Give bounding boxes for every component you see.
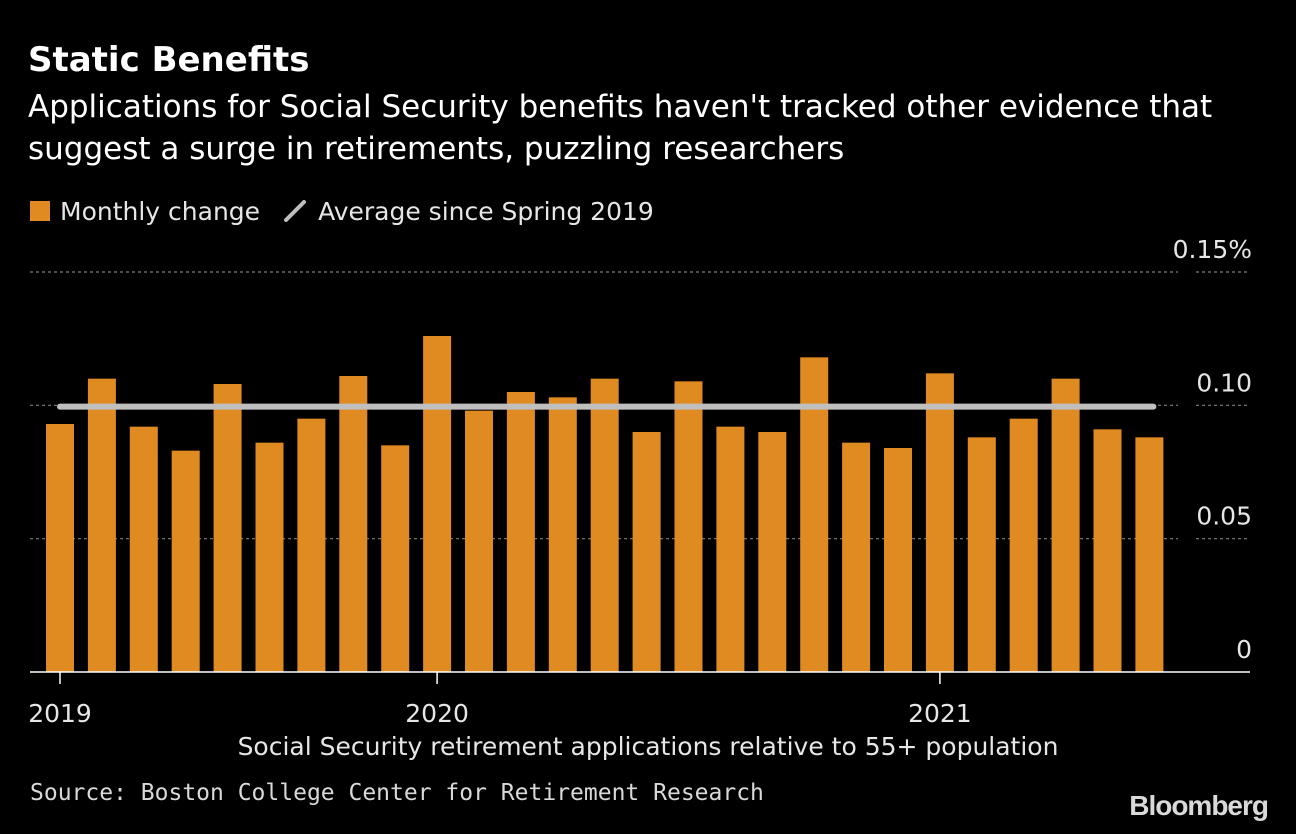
bar: [548, 397, 577, 672]
legend-item-average: Average since Spring 2019: [282, 197, 654, 226]
bar: [1093, 429, 1122, 672]
bar: [465, 410, 493, 672]
bar: [1051, 378, 1080, 672]
bar: [297, 418, 326, 672]
bar: [758, 432, 787, 672]
bar: [213, 384, 242, 672]
x-tick-label: 2021: [908, 699, 972, 728]
x-axis-label: Social Security retirement applications …: [237, 732, 1059, 761]
chart-subtitle: Applications for Social Security benefit…: [28, 89, 1213, 167]
x-tick-label: 2020: [405, 699, 469, 728]
bar: [339, 376, 368, 672]
legend-item-monthly-change: Monthly change: [30, 197, 260, 226]
source-note: Source: Boston College Center for Retire…: [30, 780, 764, 806]
bar: [87, 378, 116, 672]
y-tick-label: 0: [1236, 635, 1252, 664]
bar: [171, 450, 200, 672]
bar: [967, 437, 996, 672]
bar: [925, 373, 954, 672]
bar: [716, 426, 745, 672]
bloomberg-logo: Bloomberg: [1129, 790, 1269, 821]
bar: [46, 424, 74, 672]
bar: [381, 445, 410, 672]
bar: [506, 392, 535, 672]
x-tick-label: 2019: [28, 699, 92, 728]
bar: [800, 357, 829, 672]
legend-bar-swatch: [30, 201, 50, 221]
bar: [884, 448, 912, 672]
legend-label-average: Average since Spring 2019: [318, 196, 654, 226]
chart-title: Static Benefits: [28, 40, 310, 80]
y-tick-label: 0.10: [1196, 368, 1252, 397]
y-tick-label: 0.05: [1196, 502, 1252, 531]
bar: [255, 442, 284, 672]
bar: [674, 381, 703, 672]
bar: [1135, 437, 1164, 672]
bar: [842, 442, 871, 672]
bar: [590, 378, 619, 672]
legend-label-monthly-change: Monthly change: [60, 196, 261, 226]
bar: [632, 432, 661, 672]
bar: [129, 426, 158, 672]
y-tick-label: 0.15%: [1173, 235, 1252, 264]
bar: [423, 336, 452, 672]
legend: Monthly change Average since Spring 2019: [30, 194, 676, 228]
bar: [1009, 418, 1038, 672]
legend-line-icon: [284, 200, 307, 222]
